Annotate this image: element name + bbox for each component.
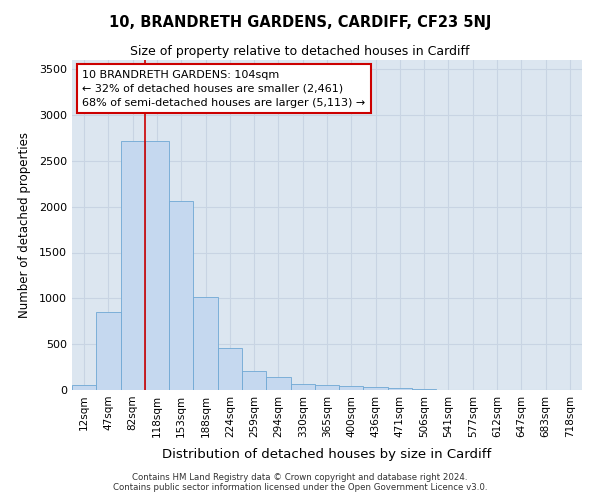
Text: 10 BRANDRETH GARDENS: 104sqm
← 32% of detached houses are smaller (2,461)
68% of: 10 BRANDRETH GARDENS: 104sqm ← 32% of de…: [82, 70, 365, 108]
Bar: [193, 298, 218, 390]
Bar: [364, 387, 388, 390]
Text: Size of property relative to detached houses in Cardiff: Size of property relative to detached ho…: [130, 45, 470, 58]
Bar: [96, 312, 121, 390]
Bar: [145, 140, 169, 390]
Bar: [266, 377, 290, 390]
Bar: [218, 348, 242, 390]
Bar: [290, 384, 315, 390]
Bar: [169, 201, 193, 390]
Bar: [72, 385, 96, 390]
Text: 10, BRANDRETH GARDENS, CARDIFF, CF23 5NJ: 10, BRANDRETH GARDENS, CARDIFF, CF23 5NJ: [109, 15, 491, 30]
Y-axis label: Number of detached properties: Number of detached properties: [17, 132, 31, 318]
Bar: [388, 388, 412, 390]
Bar: [242, 371, 266, 390]
Bar: [339, 386, 364, 390]
Bar: [315, 385, 339, 390]
X-axis label: Distribution of detached houses by size in Cardiff: Distribution of detached houses by size …: [163, 448, 491, 461]
Bar: [121, 140, 145, 390]
Text: Contains HM Land Registry data © Crown copyright and database right 2024.
Contai: Contains HM Land Registry data © Crown c…: [113, 473, 487, 492]
